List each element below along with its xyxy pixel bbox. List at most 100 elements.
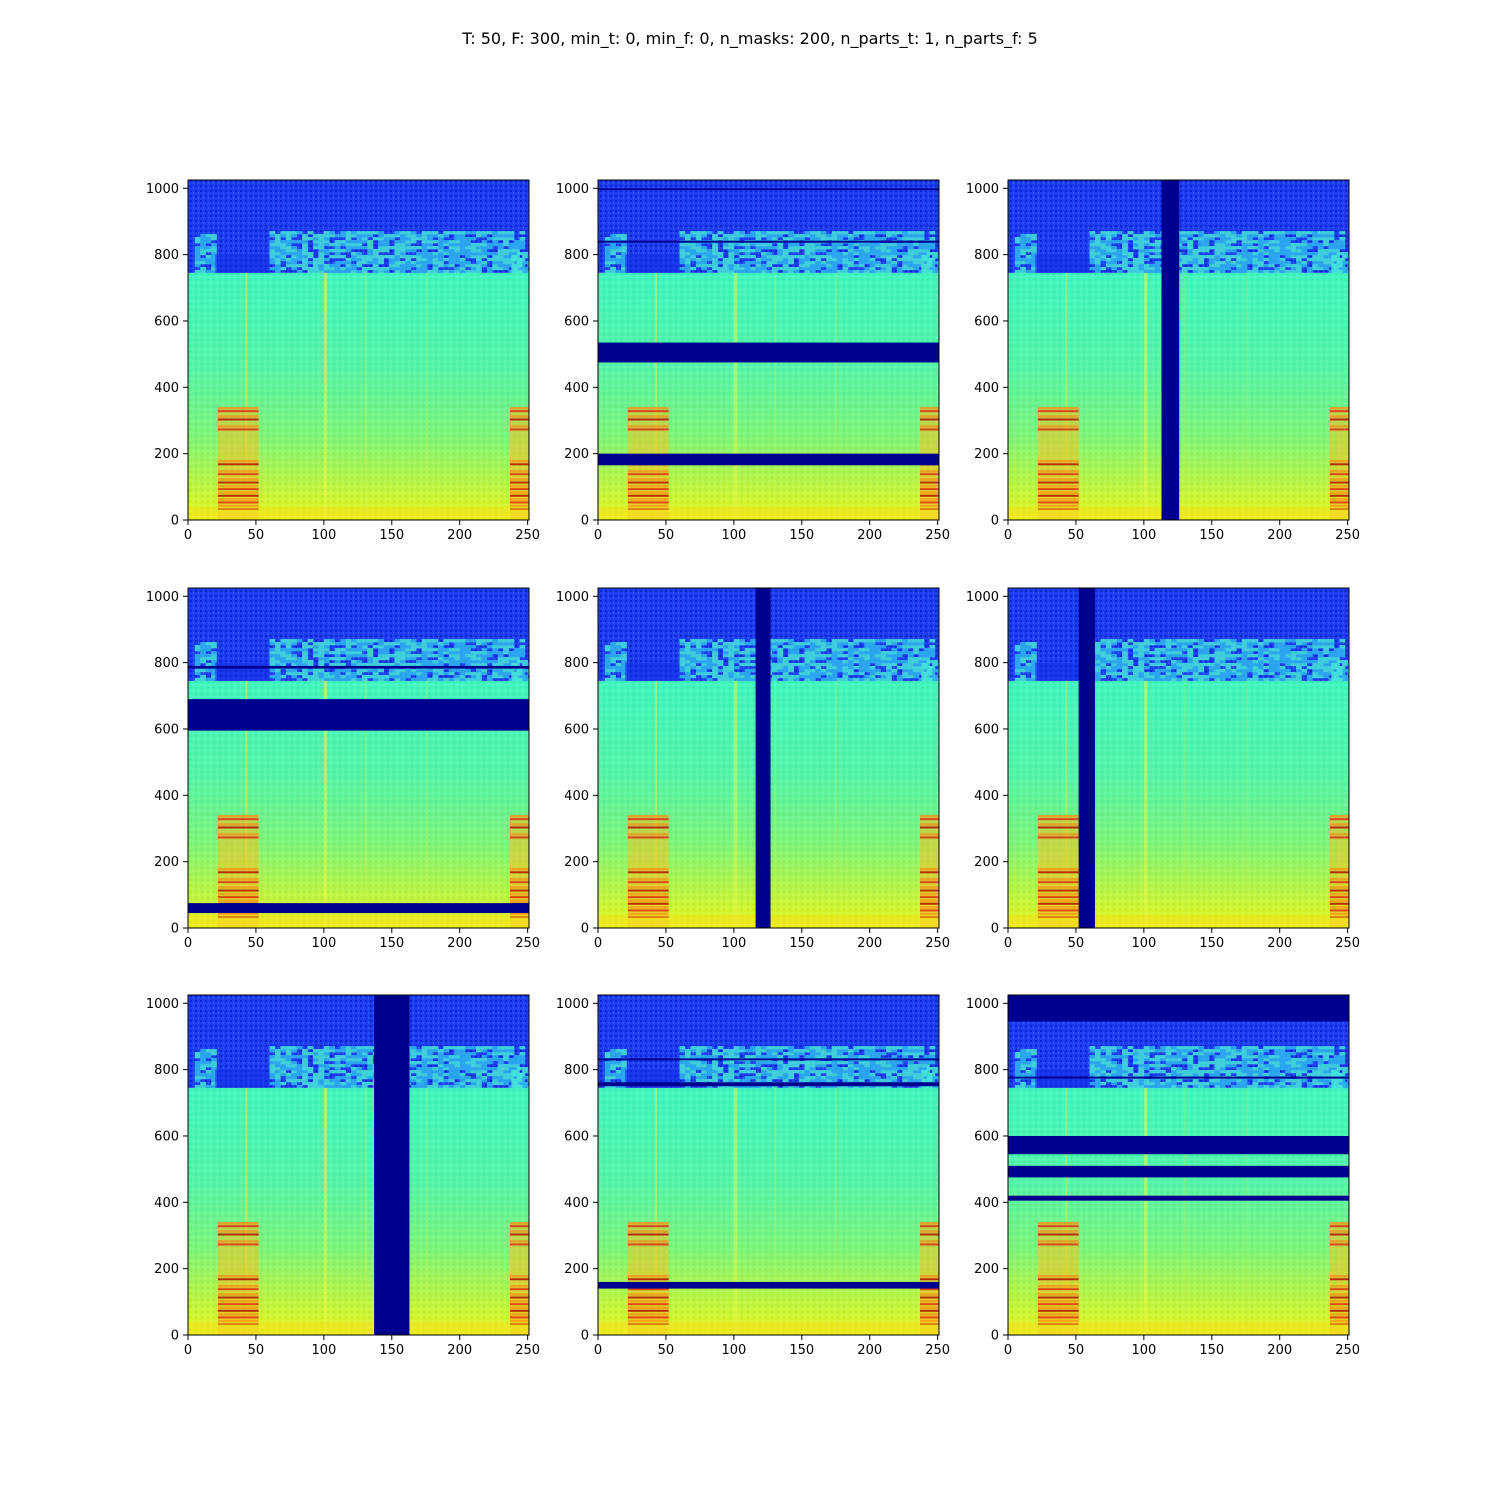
y-tick-label: 0: [581, 922, 589, 937]
frequency-mask: [598, 1282, 939, 1289]
y-tick-label: 600: [154, 722, 179, 737]
spectrogram-image: [598, 995, 943, 1335]
y-tick-label: 800: [974, 248, 999, 263]
x-tick-label: 50: [658, 1343, 675, 1358]
x-tick-label: 50: [1068, 528, 1085, 543]
x-tick-label: 100: [1131, 528, 1156, 543]
y-tick-label: 800: [154, 656, 179, 671]
y-tick-label: 600: [564, 722, 589, 737]
y-tick-label: 200: [564, 855, 589, 870]
x-tick-label: 250: [925, 528, 950, 543]
y-tick-label: 200: [564, 1262, 589, 1277]
x-tick-label: 100: [311, 528, 336, 543]
frequency-mask: [598, 241, 939, 243]
x-tick-label: 0: [184, 1343, 192, 1358]
x-tick-label: 100: [1131, 1343, 1156, 1358]
x-tick-label: 100: [721, 936, 746, 951]
x-tick-label: 250: [1335, 1343, 1360, 1358]
y-tick-label: 0: [171, 922, 179, 937]
time-mask: [756, 588, 771, 928]
y-tick-label: 400: [974, 789, 999, 804]
frequency-mask: [188, 903, 529, 913]
y-tick-label: 200: [974, 1262, 999, 1277]
x-tick-label: 150: [379, 528, 404, 543]
x-tick-label: 100: [721, 1343, 746, 1358]
spectrogram-image: [188, 995, 533, 1335]
x-tick-label: 250: [515, 936, 540, 951]
y-tick-label: 800: [564, 656, 589, 671]
y-tick-label: 0: [991, 1329, 999, 1344]
y-tick-label: 400: [154, 1196, 179, 1211]
y-tick-label: 1000: [146, 182, 179, 197]
spectrogram-image: [188, 588, 533, 928]
x-tick-label: 200: [1267, 528, 1292, 543]
y-tick-label: 0: [171, 514, 179, 529]
y-tick-label: 800: [154, 248, 179, 263]
y-tick-label: 400: [154, 381, 179, 396]
x-tick-label: 0: [594, 936, 602, 951]
y-tick-label: 1000: [556, 590, 589, 605]
x-tick-label: 0: [594, 528, 602, 543]
frequency-mask: [598, 188, 939, 190]
x-tick-label: 0: [1004, 528, 1012, 543]
x-tick-label: 0: [184, 936, 192, 951]
y-tick-label: 0: [171, 1329, 179, 1344]
x-tick-label: 50: [1068, 936, 1085, 951]
y-tick-label: 400: [564, 381, 589, 396]
frequency-mask: [1008, 1196, 1349, 1201]
y-tick-label: 1000: [966, 590, 999, 605]
y-tick-label: 600: [974, 1129, 999, 1144]
frequency-mask: [1008, 1077, 1349, 1079]
y-tick-label: 600: [154, 1129, 179, 1144]
y-tick-label: 600: [564, 314, 589, 329]
y-tick-label: 0: [991, 922, 999, 937]
y-tick-label: 800: [154, 1063, 179, 1078]
frequency-mask: [188, 699, 529, 731]
x-tick-label: 150: [1199, 1343, 1224, 1358]
frequency-mask: [598, 343, 939, 363]
x-tick-label: 150: [1199, 528, 1224, 543]
x-tick-label: 200: [447, 936, 472, 951]
y-tick-label: 800: [974, 1063, 999, 1078]
frequency-mask: [188, 666, 529, 669]
y-tick-label: 1000: [146, 997, 179, 1012]
y-tick-label: 600: [974, 314, 999, 329]
x-tick-label: 250: [1335, 936, 1360, 951]
y-tick-label: 800: [974, 656, 999, 671]
x-tick-label: 200: [447, 528, 472, 543]
x-tick-label: 100: [311, 1343, 336, 1358]
x-tick-label: 200: [857, 528, 882, 543]
y-tick-label: 1000: [966, 997, 999, 1012]
x-tick-label: 50: [248, 936, 265, 951]
y-tick-label: 400: [974, 381, 999, 396]
x-tick-label: 100: [311, 936, 336, 951]
frequency-mask: [598, 1058, 939, 1060]
y-tick-label: 600: [974, 722, 999, 737]
figure-suptitle: T: 50, F: 300, min_t: 0, min_f: 0, n_mas…: [461, 29, 1038, 49]
y-tick-label: 400: [564, 1196, 589, 1211]
x-tick-label: 200: [857, 1343, 882, 1358]
x-tick-label: 0: [594, 1343, 602, 1358]
y-tick-label: 600: [154, 314, 179, 329]
x-tick-label: 150: [789, 936, 814, 951]
frequency-mask: [598, 454, 939, 466]
x-tick-label: 250: [1335, 528, 1360, 543]
y-tick-label: 400: [974, 1196, 999, 1211]
x-tick-label: 150: [379, 1343, 404, 1358]
x-tick-label: 0: [1004, 1343, 1012, 1358]
spectrogram-image: [1008, 995, 1353, 1335]
spectrogram-image: [1008, 588, 1353, 928]
y-tick-label: 200: [974, 447, 999, 462]
y-tick-label: 200: [564, 447, 589, 462]
y-tick-label: 0: [581, 1329, 589, 1344]
y-tick-label: 200: [974, 855, 999, 870]
y-tick-label: 1000: [556, 997, 589, 1012]
y-tick-label: 0: [581, 514, 589, 529]
x-tick-label: 200: [1267, 1343, 1292, 1358]
